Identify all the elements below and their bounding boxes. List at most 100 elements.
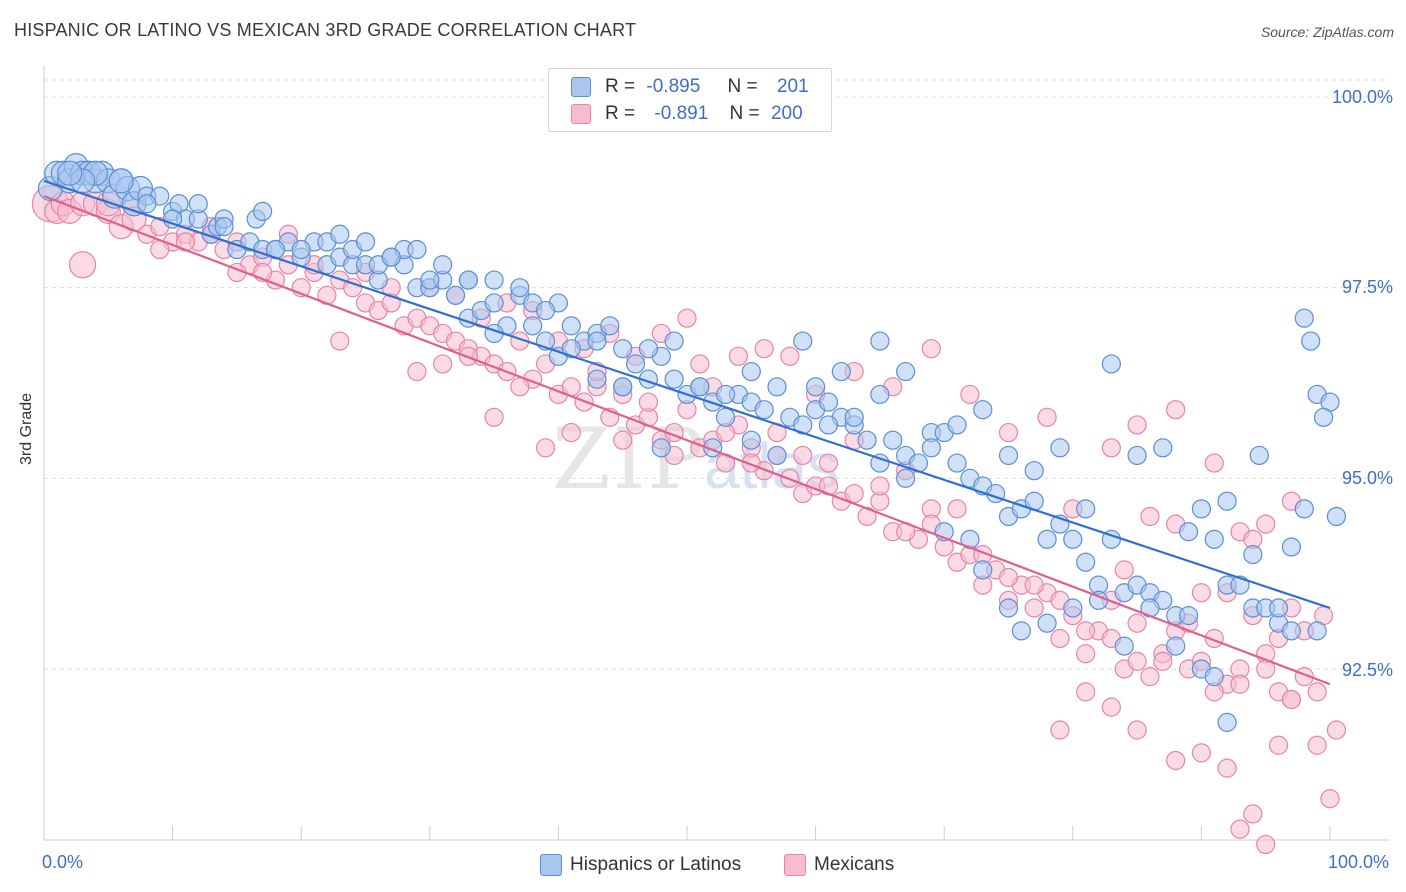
data-point <box>613 430 633 450</box>
y-tick-label: 92.5% <box>1341 660 1393 680</box>
data-point <box>1230 819 1250 839</box>
mexicans-points <box>31 185 1347 855</box>
data-point <box>1076 552 1096 572</box>
data-point <box>1127 651 1147 671</box>
data-point <box>1326 720 1347 740</box>
data-point <box>754 339 774 359</box>
data-point <box>1230 674 1250 694</box>
data-point <box>947 415 967 435</box>
data-point <box>1140 506 1160 527</box>
data-point <box>1063 598 1083 618</box>
y-tick-label: 97.5% <box>1341 277 1393 297</box>
data-point <box>214 217 234 237</box>
data-point <box>690 354 710 374</box>
data-point <box>793 331 813 351</box>
data-point <box>407 239 427 260</box>
data-point <box>1281 621 1302 641</box>
data-point <box>1101 697 1121 717</box>
data-point <box>767 377 787 397</box>
data-point <box>535 438 556 458</box>
data-point <box>1101 438 1121 458</box>
data-point <box>1204 453 1224 473</box>
data-point <box>1307 682 1327 702</box>
data-point <box>1166 400 1186 420</box>
data-point <box>921 438 941 458</box>
trend-lines <box>43 179 1331 686</box>
data-point <box>664 331 684 351</box>
n-label: N = <box>727 76 758 97</box>
data-point <box>1191 743 1212 763</box>
data-point <box>664 369 684 389</box>
data-point <box>108 168 134 194</box>
data-point <box>433 354 453 374</box>
data-point <box>883 430 903 450</box>
data-point <box>561 316 581 336</box>
data-point <box>677 308 697 328</box>
data-point <box>638 392 659 412</box>
hispanics-points <box>37 153 1347 732</box>
data-point <box>510 278 530 298</box>
data-point <box>1301 331 1321 351</box>
data-point <box>1268 735 1289 755</box>
data-point <box>728 346 749 366</box>
data-point <box>163 209 183 229</box>
data-point <box>767 445 787 466</box>
data-point <box>484 293 504 313</box>
data-point <box>458 270 478 290</box>
data-point <box>998 567 1019 588</box>
data-point <box>857 430 877 450</box>
data-point <box>1243 544 1263 565</box>
data-point <box>870 331 890 351</box>
x-tick-label: 0.0% <box>42 852 84 872</box>
data-point <box>998 445 1019 466</box>
data-point <box>1307 735 1327 755</box>
data-point <box>613 339 633 359</box>
hispanics-trend-line <box>43 179 1331 610</box>
data-point <box>1281 689 1302 710</box>
r-value: -0.895 <box>646 76 701 97</box>
data-point <box>1268 598 1289 618</box>
data-point <box>561 422 581 443</box>
data-point <box>484 407 504 427</box>
r-label: R = <box>605 76 636 97</box>
data-point <box>600 316 620 336</box>
data-point <box>715 384 736 405</box>
data-point <box>1294 499 1314 519</box>
data-point <box>484 270 504 290</box>
data-point <box>1127 613 1147 633</box>
data-point <box>1127 445 1147 466</box>
blue-swatch <box>571 77 591 97</box>
pink-swatch <box>571 104 591 124</box>
data-point <box>1217 712 1237 732</box>
data-point <box>1313 407 1334 427</box>
data-point <box>947 499 967 519</box>
data-point <box>741 361 761 382</box>
data-point <box>433 255 453 275</box>
data-point <box>625 354 646 374</box>
y-axis-label: 3rd Grade <box>18 392 35 465</box>
data-point <box>1140 667 1160 687</box>
blue-swatch <box>540 854 562 876</box>
stats-legend: R = -0.895 N = 201 R = -0.891 N = 200 <box>548 68 832 132</box>
data-point <box>1076 621 1096 641</box>
r-value: -0.891 <box>654 103 709 124</box>
data-point <box>57 160 83 186</box>
data-point <box>1320 789 1340 809</box>
data-point <box>253 201 273 221</box>
data-point <box>1114 560 1134 580</box>
data-point <box>844 483 864 504</box>
data-point <box>1204 667 1224 687</box>
x-tick-label: 100.0% <box>1328 852 1390 872</box>
data-point <box>1050 438 1070 458</box>
data-point <box>1101 354 1121 374</box>
data-point <box>330 224 350 244</box>
n-value: 201 <box>776 76 809 97</box>
grid-lines <box>44 79 1390 670</box>
data-point <box>561 339 581 359</box>
data-point <box>613 377 633 397</box>
data-point <box>587 369 607 389</box>
data-point <box>1217 758 1237 778</box>
data-point <box>947 453 967 473</box>
data-point <box>1127 415 1147 435</box>
data-point <box>1178 606 1199 626</box>
